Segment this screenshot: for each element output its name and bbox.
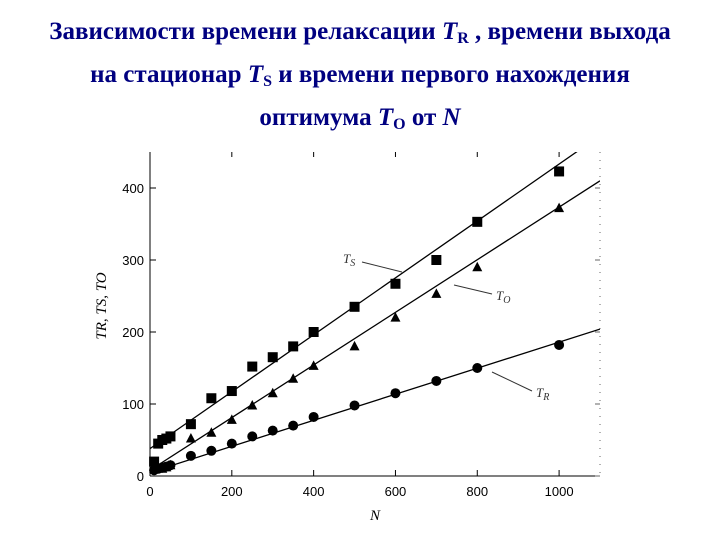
data-point-tr [308,411,319,422]
annotation-label-tr: TR [536,385,549,403]
data-point-ts [165,431,176,442]
data-point-tr [390,388,401,399]
annotation-leader-to [453,284,493,295]
annotation-subscript: R [542,392,549,403]
data-point-to [226,414,237,424]
y-tick-label: 400 [122,181,144,196]
data-point-to [247,399,258,410]
data-point-tr [554,339,565,350]
fit-line-to [150,180,600,471]
y-tick-label: 200 [122,325,144,340]
data-point-ts [247,361,258,372]
data-point-ts [349,301,360,312]
data-point-to [288,373,299,383]
data-point-ts [390,278,401,289]
title-line-2: на стационар TS и времени первого нахожд… [90,61,630,90]
x-axis-title: N [369,508,381,524]
data-point-to [431,288,442,298]
y-tick-label: 0 [137,469,144,484]
data-point-to [554,202,565,213]
annotation-symbol: T [496,288,504,303]
data-point-ts [149,456,160,467]
x-tick-label: 600 [385,484,407,499]
data-point-ts [431,255,442,265]
data-point-to [185,433,196,443]
data-point-to [267,387,278,398]
data-point-to [472,261,483,272]
fit-line-ts [150,152,578,450]
data-point-to [349,340,360,351]
annotation-symbol: T [343,251,351,266]
data-point-ts [226,386,237,397]
y-axis-title: TR, TS, TO [94,272,110,339]
annotation-leader-ts [361,261,403,273]
annotation-label-ts: TS [343,251,355,269]
data-point-ts [472,216,483,227]
data-point-tr [226,438,237,449]
data-point-ts [554,166,565,177]
data-point-ts [288,341,299,352]
data-point-tr [431,375,442,386]
data-point-tr [349,400,360,411]
y-tick-label: 100 [122,397,144,412]
title-line-3: оптимума TO от N [259,104,461,133]
annotation-subscript: O [503,295,510,306]
data-point-to [206,427,217,437]
y-tick-label: 300 [122,253,144,268]
annotation-label-to: TO [496,288,510,306]
data-point-ts [267,352,278,363]
data-point-tr [267,425,278,436]
data-point-tr [472,363,483,373]
data-point-tr [165,460,176,471]
data-point-ts [185,419,196,430]
x-tick-label: 1000 [545,484,574,499]
data-point-tr [206,445,217,456]
fit-line-tr [150,328,600,474]
x-tick-label: 0 [146,484,153,499]
annotation-subscript: S [350,258,355,269]
data-point-tr [288,420,299,431]
annotation-leader-tr [491,371,533,392]
data-point-tr [185,450,196,461]
x-tick-label: 200 [221,484,243,499]
chart-title: Зависимости времени релаксации TR , врем… [0,14,720,143]
data-point-to [308,360,319,370]
data-point-ts [206,393,217,404]
x-tick-label: 400 [303,484,325,499]
data-point-tr [247,431,258,442]
data-point-ts [308,327,319,337]
x-tick-label: 800 [466,484,488,499]
annotation-symbol: T [536,385,544,400]
title-line-1: Зависимости времени релаксации TR , врем… [49,18,671,47]
data-point-to [390,312,401,322]
